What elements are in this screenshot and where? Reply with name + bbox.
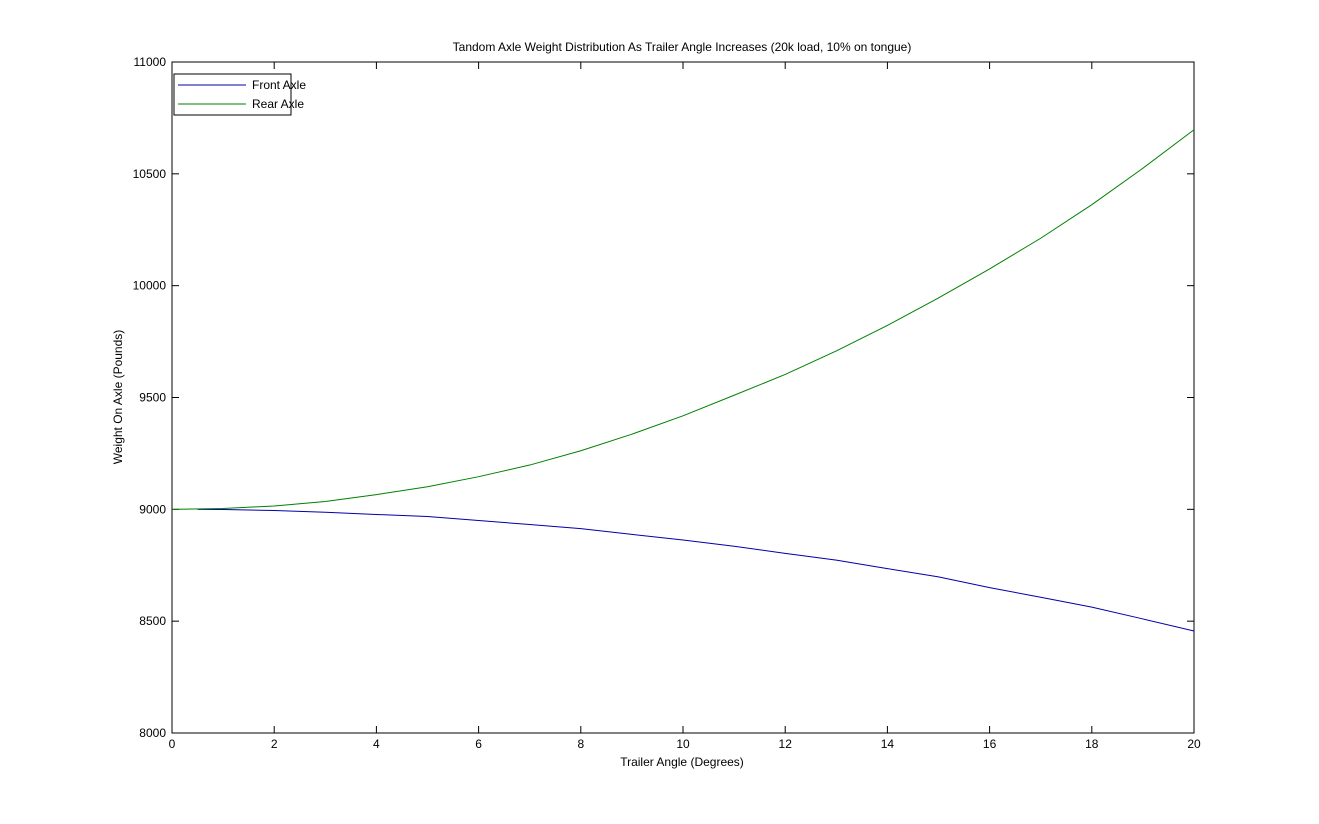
x-tick-label: 4 [373, 737, 380, 751]
y-tick-label: 8000 [139, 726, 166, 740]
legend-label-front-axle: Front Axle [252, 78, 306, 92]
series-line-rear-axle [171, 129, 1195, 510]
legend-label-rear-axle: Rear Axle [252, 97, 304, 111]
y-tick-label: 10000 [133, 279, 167, 293]
x-tick-label: 12 [779, 737, 793, 751]
series-lines [171, 129, 1195, 632]
plot-frame [171, 61, 1195, 734]
y-tick-label: 10500 [133, 167, 167, 181]
y-axis-label: Weight On Axle (Pounds) [111, 330, 125, 465]
x-axis-label: Trailer Angle (Degrees) [620, 755, 744, 769]
x-axis-ticks: 0 2 4 6 8 10 12 14 16 18 20 [169, 62, 1201, 751]
x-tick-label: 18 [1085, 737, 1099, 751]
y-tick-label: 8500 [139, 614, 166, 628]
legend: Front Axle Rear Axle [173, 73, 306, 116]
x-tick-label: 8 [577, 737, 584, 751]
x-tick-label: 10 [676, 737, 690, 751]
legend-box [173, 73, 292, 116]
y-tick-label: 11000 [134, 55, 167, 69]
y-tick-label: 9000 [139, 502, 166, 516]
x-tick-label: 2 [271, 737, 278, 751]
x-tick-label: 16 [983, 737, 997, 751]
plot-area [171, 61, 1195, 734]
y-tick-label: 9500 [139, 391, 166, 405]
x-tick-label: 0 [169, 737, 176, 751]
chart-title: Tandom Axle Weight Distribution As Trail… [453, 40, 912, 54]
x-tick-label: 20 [1187, 737, 1201, 751]
x-tick-label: 14 [881, 737, 895, 751]
y-axis-ticks: 8000 8500 9000 9500 10000 10500 11000 [133, 55, 1194, 740]
x-tick-label: 6 [475, 737, 482, 751]
series-line-front-axle [197, 508, 1195, 632]
